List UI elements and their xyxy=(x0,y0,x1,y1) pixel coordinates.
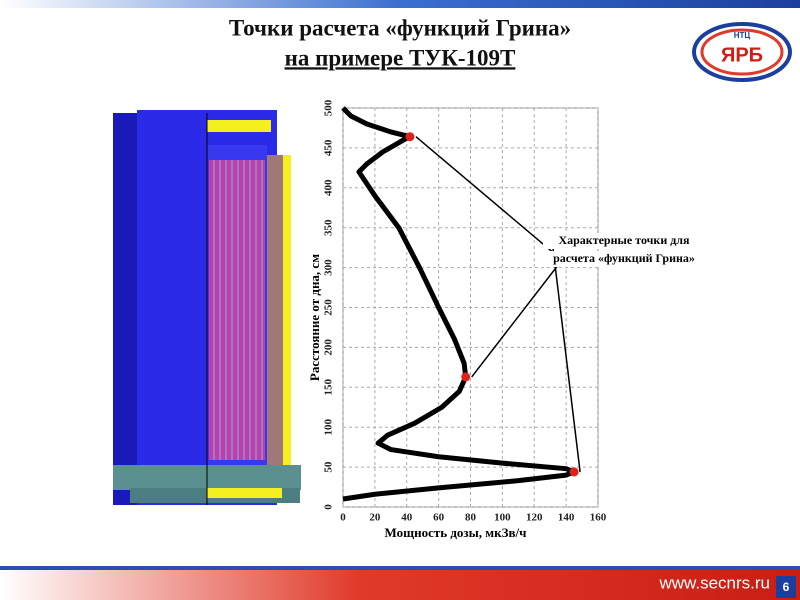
page-box xyxy=(776,576,796,598)
annotation-arrow xyxy=(415,136,563,261)
y-tick-label: 100 xyxy=(323,418,335,435)
y-tick-label: 300 xyxy=(323,259,335,276)
x-tick-label: 100 xyxy=(494,512,511,524)
y-tick-label: 250 xyxy=(323,299,335,316)
highlight-point xyxy=(461,372,471,382)
y-tick-label: 500 xyxy=(323,99,335,116)
highlight-point xyxy=(569,467,579,477)
logo-top: НТЦ xyxy=(734,31,751,40)
y-tick-label: 200 xyxy=(323,339,335,356)
annotation-arrow xyxy=(471,259,563,378)
x-tick-label: 140 xyxy=(558,512,575,524)
annotation: расчета «функций Грина» xyxy=(553,251,695,265)
x-tick-label: 120 xyxy=(526,512,543,524)
annotation-bg xyxy=(543,251,705,267)
x-axis-label: Мощность дозы, мкЗв/ч xyxy=(385,525,527,540)
logo-text: ЯРБ xyxy=(721,44,763,66)
bottom-line xyxy=(0,566,800,570)
y-tick-label: 50 xyxy=(323,461,335,473)
chart: 0 20 40 60 80 100 120 140 160 0 50 100 150 200 250 300 3… xyxy=(307,99,705,540)
top-bar xyxy=(0,0,800,8)
y-tick-label: 350 xyxy=(323,219,335,236)
annotation-arrow xyxy=(551,239,581,472)
y-tick-label: 450 xyxy=(323,139,335,156)
bottom-bar xyxy=(0,570,800,600)
x-tick-label: 80 xyxy=(465,512,477,524)
x-tick-label: 0 xyxy=(340,512,346,524)
cask-drawing xyxy=(113,110,301,505)
y-axis-label: Расстояние от дна, см xyxy=(307,254,322,381)
x-tick-label: 40 xyxy=(401,512,413,524)
annotation-bg xyxy=(543,233,705,249)
url: www.secnrs.ru xyxy=(658,573,770,592)
y-tick-label: 150 xyxy=(323,379,335,396)
y-tick-label: 0 xyxy=(323,504,335,510)
y-tick-label: 400 xyxy=(323,179,335,196)
title-line: Точки расчета «функций Грина» xyxy=(229,15,571,40)
logo: ЯРБ НТЦ xyxy=(692,22,792,82)
highlight-point xyxy=(405,132,415,142)
x-tick-label: 60 xyxy=(433,512,445,524)
annotation: Характерные точки для xyxy=(558,233,690,247)
x-tick-label: 160 xyxy=(590,512,607,524)
x-tick-label: 20 xyxy=(369,512,381,524)
title-line: на примере ТУК-109Т xyxy=(285,45,516,70)
page-number: 6 xyxy=(783,580,790,594)
